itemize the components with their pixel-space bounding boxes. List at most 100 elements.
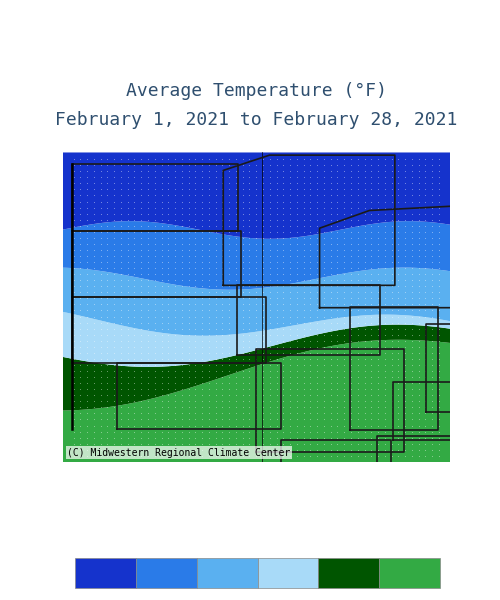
Point: [151, 366, 159, 376]
Point: [435, 385, 443, 394]
Point: [218, 293, 226, 303]
Point: [178, 415, 186, 424]
Point: [293, 275, 301, 285]
Point: [340, 439, 348, 449]
Point: [300, 439, 308, 449]
Point: [326, 379, 334, 388]
Point: [313, 409, 321, 418]
Point: [428, 191, 436, 200]
Point: [381, 166, 389, 176]
Point: [259, 209, 267, 218]
Point: [171, 397, 179, 406]
Point: [83, 433, 91, 442]
Point: [124, 227, 132, 236]
Point: [171, 391, 179, 400]
Point: [334, 330, 342, 340]
Point: [408, 191, 416, 200]
Point: [354, 439, 362, 449]
Point: [158, 336, 166, 346]
Point: [117, 421, 125, 430]
Point: [280, 439, 287, 449]
Point: [422, 397, 430, 406]
Point: [374, 263, 382, 273]
Point: [394, 257, 402, 267]
Point: [192, 154, 200, 164]
Point: [401, 179, 409, 188]
Point: [394, 379, 402, 388]
Point: [368, 409, 376, 418]
Point: [218, 269, 226, 279]
Point: [422, 421, 430, 430]
Point: [232, 166, 240, 176]
Point: [144, 172, 152, 182]
Point: [232, 397, 240, 406]
Point: [368, 312, 376, 322]
Point: [104, 415, 112, 424]
Point: [151, 239, 159, 248]
Point: [401, 227, 409, 236]
Point: [164, 197, 172, 206]
Point: [137, 227, 145, 236]
Point: [212, 191, 220, 200]
Point: [144, 379, 152, 388]
Point: [320, 215, 328, 224]
Point: [394, 269, 402, 279]
Point: [70, 427, 78, 436]
Point: [110, 251, 118, 261]
Point: [374, 415, 382, 424]
Point: [394, 215, 402, 224]
Point: [360, 366, 368, 376]
Point: [306, 299, 314, 309]
Point: [171, 324, 179, 334]
Point: [130, 330, 138, 340]
Point: [259, 197, 267, 206]
Point: [368, 239, 376, 248]
Point: [368, 203, 376, 212]
Point: [104, 385, 112, 394]
Point: [360, 275, 368, 285]
Polygon shape: [62, 268, 450, 336]
Point: [205, 445, 213, 455]
Point: [130, 191, 138, 200]
Point: [104, 312, 112, 322]
Point: [360, 257, 368, 267]
Point: [124, 415, 132, 424]
Point: [192, 269, 200, 279]
Point: [151, 312, 159, 322]
Point: [137, 403, 145, 412]
Point: [198, 233, 206, 242]
Point: [259, 263, 267, 273]
Point: [76, 318, 84, 328]
Point: [374, 197, 382, 206]
Point: [306, 185, 314, 194]
Point: [347, 324, 355, 334]
Point: [326, 281, 334, 291]
Point: [238, 160, 246, 170]
Point: [306, 373, 314, 382]
Point: [286, 324, 294, 334]
Point: [266, 348, 274, 358]
Point: [246, 373, 254, 382]
Point: [83, 379, 91, 388]
Point: [428, 221, 436, 230]
Point: [374, 373, 382, 382]
Point: [104, 379, 112, 388]
Point: [326, 166, 334, 176]
Point: [110, 391, 118, 400]
Point: [104, 245, 112, 255]
Point: [394, 293, 402, 303]
Point: [198, 287, 206, 297]
Point: [76, 197, 84, 206]
Point: [83, 360, 91, 370]
Point: [422, 324, 430, 334]
Point: [414, 245, 422, 255]
Point: [76, 427, 84, 436]
Point: [334, 154, 342, 164]
Point: [340, 397, 348, 406]
Point: [252, 409, 260, 418]
Point: [272, 154, 280, 164]
Point: [252, 451, 260, 461]
Point: [198, 257, 206, 267]
Point: [225, 281, 233, 291]
Point: [340, 373, 348, 382]
